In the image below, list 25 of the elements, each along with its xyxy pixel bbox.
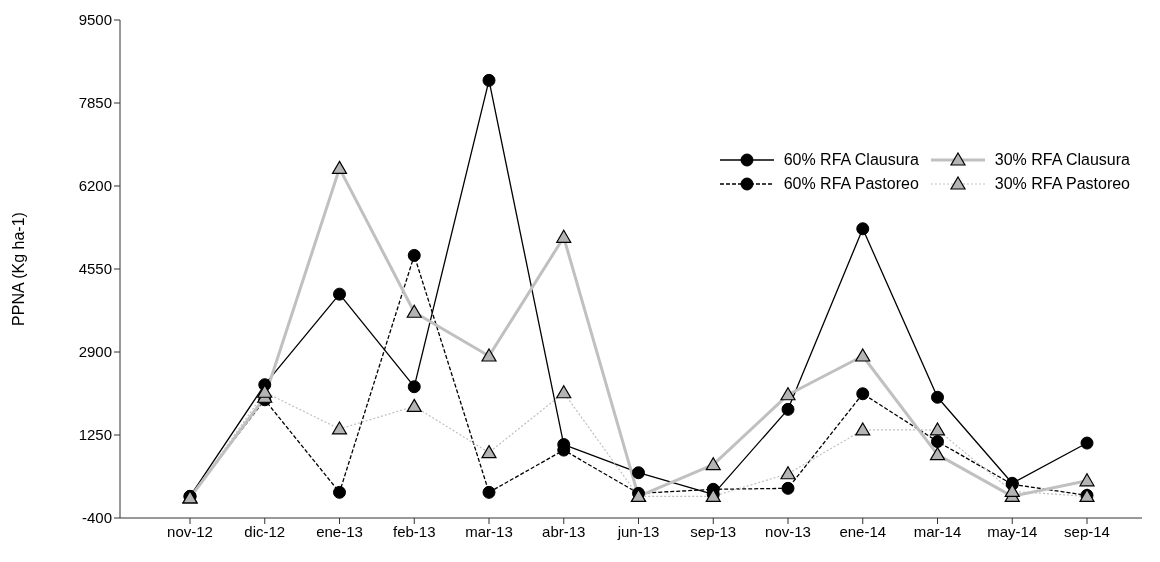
legend-label: 60% RFA Pastoreo bbox=[783, 175, 919, 193]
y-tick-label: 4550 bbox=[78, 260, 112, 278]
x-tick-label: ene-14 bbox=[839, 522, 887, 540]
x-tick-label: sep-14 bbox=[1064, 522, 1110, 540]
x-tick-label: may-14 bbox=[987, 522, 1038, 540]
y-axis-title: PPNA (Kg ha-1) bbox=[9, 212, 27, 326]
y-tick-label: 1250 bbox=[78, 426, 112, 444]
x-tick-label: nov-12 bbox=[167, 522, 213, 540]
x-tick-label: mar-13 bbox=[465, 522, 513, 540]
x-tick-label: abr-13 bbox=[542, 522, 586, 540]
y-tick-label: 2900 bbox=[78, 343, 112, 361]
legend-label: 60% RFA Clausura bbox=[783, 151, 919, 169]
x-tick-label: feb-13 bbox=[392, 522, 436, 540]
x-tick-label: mar-14 bbox=[913, 522, 962, 540]
y-tick-label: -400 bbox=[81, 509, 112, 527]
y-tick-label: 9500 bbox=[78, 11, 112, 29]
x-tick-label: jun-13 bbox=[616, 522, 660, 540]
x-tick-label: dic-12 bbox=[244, 522, 286, 540]
legend-label: 30% RFA Clausura bbox=[994, 151, 1130, 169]
y-tick-label: 6200 bbox=[78, 177, 112, 195]
y-tick-label: 7850 bbox=[78, 94, 112, 112]
x-tick-label: ene-13 bbox=[316, 522, 363, 540]
legend-label: 30% RFA Pastoreo bbox=[994, 175, 1130, 193]
x-tick-label: nov-13 bbox=[765, 522, 811, 540]
x-tick-label: sep-13 bbox=[690, 522, 737, 540]
